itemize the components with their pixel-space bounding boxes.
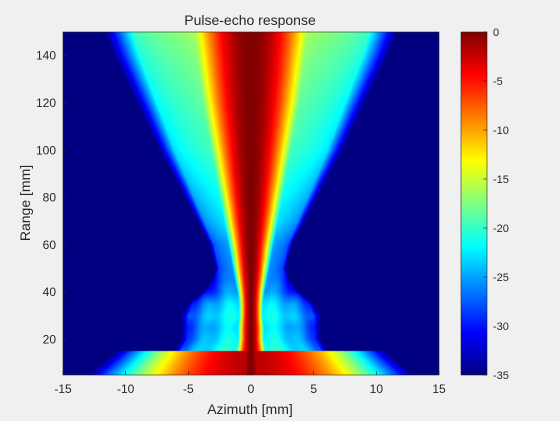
y-tick-label: 60 <box>43 238 57 252</box>
y-tick-label: 100 <box>36 143 56 157</box>
colorbar-tick-label: 0 <box>493 27 499 39</box>
chart-title: Pulse-echo response <box>184 12 316 28</box>
colorbar-tick-label: -35 <box>493 370 509 382</box>
x-axis: -15 -10 -5 0 5 10 15 <box>54 371 446 396</box>
x-tick-label: 0 <box>248 382 255 396</box>
x-tick-label: 5 <box>310 382 317 396</box>
colorbar-tick-label: -5 <box>493 76 503 88</box>
colorbar-tick-label: -10 <box>493 125 509 137</box>
colorbar-tick-label: -30 <box>493 321 509 333</box>
x-tick-label: 10 <box>370 382 384 396</box>
x-tick-label: -15 <box>54 382 72 396</box>
y-axis: 20 40 60 80 100 120 140 <box>36 49 67 347</box>
x-tick-label: -5 <box>183 382 194 396</box>
heatmap <box>62 31 440 376</box>
heatmap-image <box>63 32 439 375</box>
colorbar-tick-label: -20 <box>493 223 509 235</box>
y-tick-label: 40 <box>43 285 57 299</box>
y-tick-label: 20 <box>43 333 57 347</box>
x-tick-label: 15 <box>432 382 446 396</box>
y-axis-label: Range [mm] <box>17 165 33 241</box>
y-tick-label: 140 <box>36 49 56 63</box>
colorbar-gradient <box>461 32 487 375</box>
colorbar-frame <box>460 31 488 376</box>
y-tick-label: 80 <box>43 191 57 205</box>
x-tick-label: -10 <box>117 382 135 396</box>
colorbar-tick-label: -25 <box>493 272 509 284</box>
colorbar-tick-label: -15 <box>493 174 509 186</box>
x-axis-label: Azimuth [mm] <box>207 401 293 417</box>
y-tick-label: 120 <box>36 96 56 110</box>
colorbar: 0 -5 -10 -15 -20 -25 -30 -35 <box>460 27 509 382</box>
